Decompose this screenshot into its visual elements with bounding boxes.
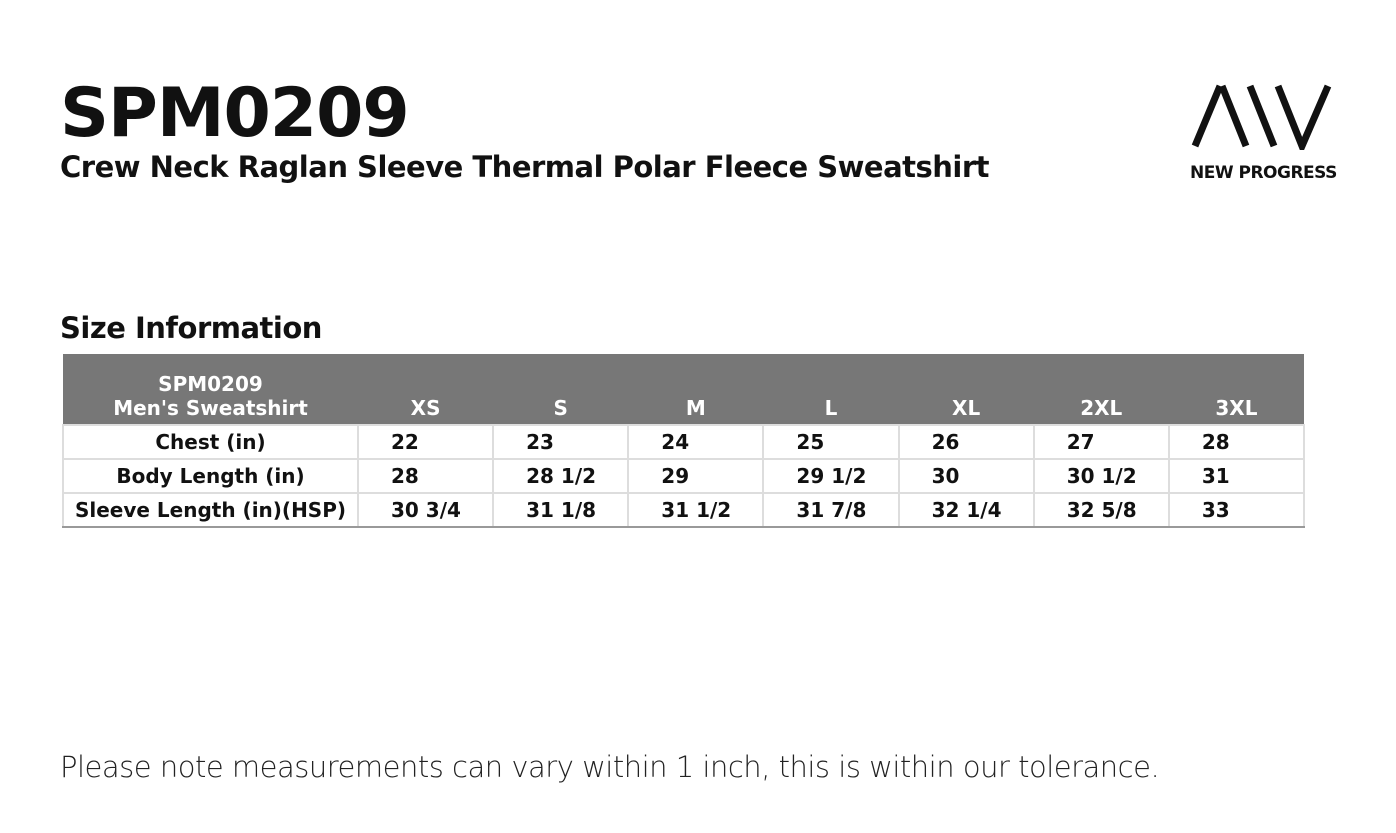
column-header: S: [493, 354, 629, 425]
cell: 30 3/4: [356, 492, 495, 528]
cell: 32 5/8: [1032, 492, 1170, 528]
row-label: Body Length (in): [62, 458, 359, 494]
column-header: 2XL: [1033, 354, 1169, 425]
cell: 31 1/8: [492, 492, 630, 528]
row-label: Chest (in): [62, 424, 359, 460]
corner-line: Men's Sweatshirt: [113, 396, 308, 420]
cell: 31: [1167, 458, 1306, 494]
cell: 29: [627, 458, 765, 494]
cell: 23: [492, 424, 630, 460]
cell: 28: [1167, 424, 1306, 460]
cell: 30: [897, 458, 1035, 494]
cell: 28 1/2: [492, 458, 630, 494]
title: SPM0209: [60, 74, 410, 153]
corner-line: SPM0209: [158, 372, 263, 396]
cell: 24: [627, 424, 765, 460]
column-header: XS: [358, 354, 494, 425]
column-header: L: [763, 354, 899, 425]
cell: 30 1/2: [1032, 458, 1170, 494]
header-row: SPM0209 Men's Sweatshirt XS S M L XL 2XL 3XL: [63, 354, 1304, 425]
logo-mark: [1191, 84, 1332, 150]
subtitle: Crew Neck Raglan Sleeve Thermal Polar Fl…: [60, 150, 990, 184]
cell: 22: [356, 424, 495, 460]
cell: 26: [897, 424, 1035, 460]
cell: 31 7/8: [762, 492, 900, 528]
table-row: Sleeve Length (in)(HSP) 30 3/4 31 1/8 31 1/…: [62, 492, 1306, 528]
section-title: Size Information: [60, 311, 322, 345]
cell: 31 1/2: [627, 492, 765, 528]
cell: 25: [762, 424, 900, 460]
column-header: XL: [898, 354, 1034, 425]
size-table: SPM0209 Men's Sweatshirt XS S M L XL 2XL 3XL Che…: [62, 354, 1306, 528]
cell: 28: [356, 458, 495, 494]
cell: 27: [1032, 424, 1170, 460]
table-row: Body Length (in) 28 28 1/2 29 29 1/2 30 30 1/2…: [62, 458, 1306, 494]
logo-text: NEW PROGRESS: [1190, 163, 1337, 183]
cell: 33: [1167, 492, 1306, 528]
cell: 29 1/2: [762, 458, 900, 494]
column-header: M: [628, 354, 764, 425]
footnote: Please note measurements can vary within…: [60, 750, 1160, 784]
row-label: Sleeve Length (in)(HSP): [62, 492, 359, 528]
cell: 32 1/4: [897, 492, 1035, 528]
column-header: 3XL: [1168, 354, 1304, 425]
table-row: Chest (in) 22 23 24 25 26 27 28: [62, 424, 1306, 460]
corner-cell: SPM0209 Men's Sweatshirt: [63, 354, 358, 425]
